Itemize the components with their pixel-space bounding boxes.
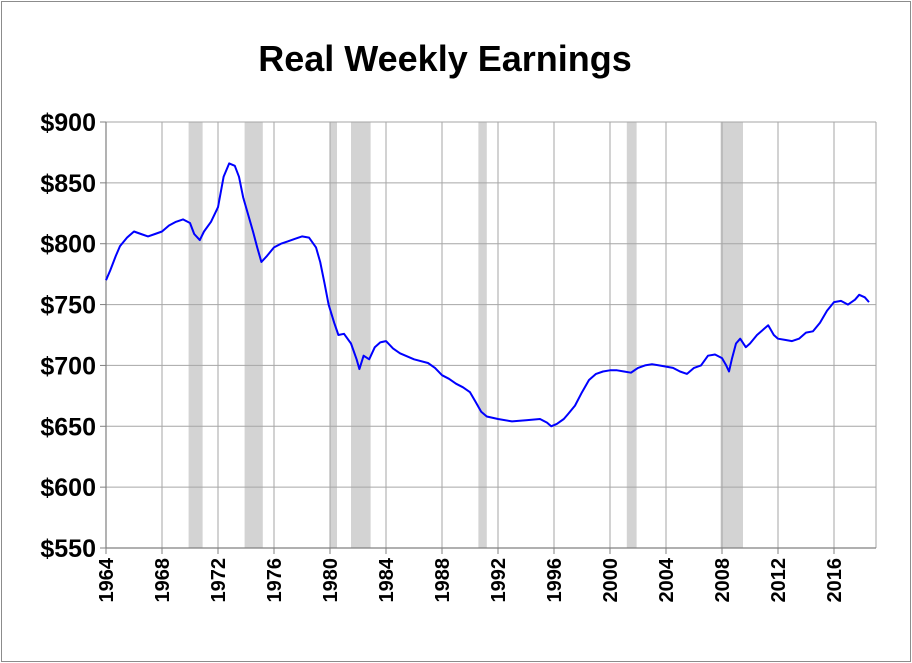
- x-tick-label: 2012: [768, 558, 790, 603]
- recession-band: [244, 122, 263, 548]
- chart-title: Real Weekly Earnings: [258, 38, 632, 79]
- y-tick-label: $850: [40, 170, 96, 198]
- x-tick-label: 2000: [600, 558, 622, 603]
- recession-band: [330, 122, 337, 548]
- y-tick-label: $900: [40, 109, 96, 137]
- y-tick-label: $800: [40, 231, 96, 259]
- x-tick-label: 2004: [656, 557, 678, 602]
- recession-band: [351, 122, 371, 548]
- recession-band: [626, 122, 637, 548]
- x-tick-label: 1964: [96, 557, 118, 602]
- x-tick-label: 1992: [488, 558, 510, 603]
- y-tick-labels: $900 $850 $800 $750 $700 $650 $600 $550: [40, 109, 96, 563]
- x-tick-label: 1996: [544, 558, 566, 603]
- series-line: [105, 162, 870, 428]
- y-tick-label: $700: [40, 352, 96, 380]
- x-tick-label: 1968: [152, 558, 174, 603]
- x-tick-label: 1988: [432, 558, 454, 603]
- y-tick-label: $600: [40, 474, 96, 502]
- y-tick-label: $650: [40, 413, 96, 441]
- y-tick-label: $550: [40, 535, 96, 563]
- x-tick-label: 2008: [712, 558, 734, 603]
- x-tick-label: 1980: [320, 558, 342, 603]
- x-tick-labels: 1964 1968 1972 1976 1980 1984 1988 1992 1996 2000…: [96, 557, 846, 602]
- recession-bands: [188, 122, 743, 548]
- recession-band: [188, 122, 203, 548]
- earnings-line: [105, 162, 870, 428]
- axes: [100, 121, 876, 554]
- x-tick-label: 1972: [208, 558, 230, 603]
- gridlines: [105, 121, 877, 549]
- recession-band: [720, 122, 743, 548]
- recession-band: [478, 122, 487, 548]
- x-tick-label: 2016: [824, 558, 846, 603]
- x-tick-label: 1984: [376, 557, 398, 602]
- x-tick-label: 1976: [264, 558, 286, 603]
- y-tick-label: $750: [40, 292, 96, 320]
